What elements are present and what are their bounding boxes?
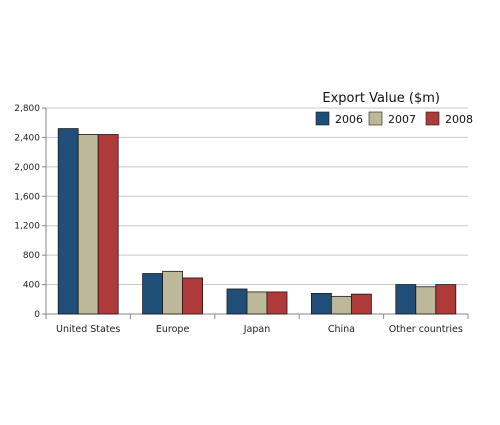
y-tick-label: 0 (34, 310, 40, 320)
bar-2006-2 (226, 288, 248, 315)
x-category-label: China (328, 324, 355, 335)
x-category-label: Other countries (389, 324, 463, 335)
y-tick-label: 2,000 (14, 163, 40, 173)
bar-2007-4 (415, 286, 437, 315)
bar-2007-3 (330, 295, 352, 315)
axis-labels: 0 400 800 1,200 1,600 2,000 2,400 2,800 United S… (14, 104, 463, 335)
legend-swatch-2007 (368, 111, 383, 126)
x-category-label: Europe (156, 324, 190, 335)
y-tick-label: 2,400 (14, 133, 40, 143)
bar-2006-1 (142, 273, 164, 315)
bar-2008-0 (97, 134, 119, 315)
y-tick-label: 800 (23, 251, 40, 261)
legend: Export Value ($m) 2006 2007 2008 (315, 91, 473, 126)
bar-2006-0 (57, 128, 79, 315)
legend-swatch-2008 (425, 111, 440, 126)
bar-2007-0 (77, 134, 99, 315)
y-tick-label: 1,600 (14, 192, 40, 202)
bar-2007-1 (162, 270, 184, 315)
bars (57, 128, 457, 315)
y-tick-label: 2,800 (14, 104, 40, 114)
y-tick-label: 1,200 (14, 222, 40, 232)
legend-label: 2006 (335, 113, 363, 126)
bar-2006-3 (310, 292, 332, 315)
bar-2008-3 (350, 293, 372, 315)
legend-title: Export Value ($m) (322, 91, 440, 106)
legend-swatch-2006 (315, 111, 330, 126)
bar-2007-2 (246, 291, 268, 315)
y-tick-label: 400 (23, 281, 40, 291)
bar-2008-4 (435, 284, 457, 315)
bar-2008-1 (182, 277, 204, 315)
legend-label: 2007 (388, 113, 416, 126)
legend-label: 2008 (445, 113, 473, 126)
bar-2006-4 (395, 284, 417, 315)
bar-2008-2 (266, 291, 288, 315)
x-category-label: United States (56, 324, 120, 335)
x-category-label: Japan (243, 324, 271, 335)
